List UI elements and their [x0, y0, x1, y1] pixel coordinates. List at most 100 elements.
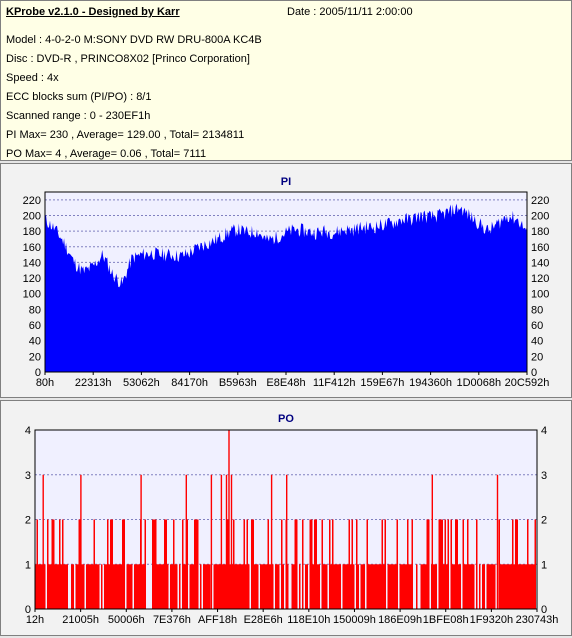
po-bar [344, 564, 346, 610]
po-bar [95, 564, 97, 610]
po-x-tick-label: E28E6h [244, 614, 283, 626]
po-bar [191, 564, 193, 610]
po-bar [251, 519, 253, 609]
po-bar [282, 564, 284, 610]
po-bar [44, 564, 46, 610]
po-bar [36, 519, 38, 609]
pi-x-tick-label: 22313h [75, 377, 112, 389]
disc-line: Disc : DVD-R , PRINCO8X02 [Princo Corpor… [6, 53, 250, 65]
po-bar [293, 564, 295, 610]
po-bar [411, 519, 413, 609]
po-bar [228, 430, 230, 609]
po-bar [164, 519, 166, 609]
pi-y-tick-left: 80 [29, 304, 41, 316]
po-x-tick-label: 7E376h [153, 614, 191, 626]
pi-y-tick-left: 120 [23, 273, 41, 285]
po-y-tick-right: 0 [541, 604, 547, 616]
po-x-tick-label: AFF18h [198, 614, 237, 626]
po-bar [275, 564, 277, 610]
pi-y-tick-right: 20 [531, 351, 543, 363]
pi-y-tick-left: 0 [35, 367, 41, 379]
po-bar [465, 564, 467, 610]
pi-x-tick-label: 159E67h [360, 377, 404, 389]
po-bar [56, 564, 58, 610]
po-bar [408, 564, 410, 610]
po-bar [425, 564, 427, 610]
po-bar [77, 564, 79, 610]
po-bar [192, 564, 194, 610]
po-bar [522, 564, 524, 610]
po-bar [171, 564, 173, 610]
po-bar [207, 564, 209, 610]
po-bar [92, 564, 94, 610]
po-bar [48, 564, 50, 610]
po-y-tick-right: 2 [541, 515, 547, 527]
po-bar [41, 564, 43, 610]
po-bar [248, 564, 250, 610]
po-bar [405, 564, 407, 610]
pi-y-tick-left: 180 [23, 226, 41, 238]
po-bar [141, 564, 143, 610]
po-bar [396, 519, 398, 609]
po-bar [479, 564, 481, 610]
po-bar [399, 564, 401, 610]
po-bar [230, 474, 233, 610]
po-bar [90, 564, 92, 610]
pi-y-tick-left: 100 [23, 289, 41, 301]
app-title: KProbe v2.1.0 - Designed by Karr [6, 6, 180, 18]
pi-x-tick-label: 194360h [409, 377, 452, 389]
po-bar [378, 564, 380, 610]
po-bar [471, 564, 473, 610]
po-bar [464, 564, 466, 610]
po-bar [66, 564, 68, 610]
po-bar [170, 564, 172, 610]
po-bar [236, 564, 238, 610]
pi-y-tick-left: 220 [23, 195, 41, 207]
po-y-tick-right: 1 [541, 559, 547, 571]
po-bar [387, 564, 389, 610]
po-bar [167, 564, 169, 610]
po-bar [113, 564, 115, 610]
po-bar [468, 564, 470, 610]
po-bar [345, 564, 347, 610]
po-bar [140, 474, 142, 610]
pi-x-tick-label: 80h [36, 377, 54, 389]
po-bar [473, 564, 475, 610]
po-bar [384, 519, 386, 609]
po-bar [174, 564, 176, 610]
po-bar [165, 519, 167, 609]
po-bar [269, 564, 271, 610]
po-bar [218, 564, 220, 610]
po-bar [39, 564, 41, 610]
po-bar [519, 564, 521, 610]
po-bar [42, 474, 44, 610]
po-bar [534, 519, 536, 609]
pi-y-tick-right: 60 [531, 320, 543, 332]
po-bar [524, 564, 526, 610]
po-bar [462, 519, 464, 609]
po-bar [143, 564, 145, 610]
po-bar [531, 564, 533, 610]
model-line: Model : 4-0-2-0 M:SONY DVD RW DRU-800A K… [6, 34, 262, 46]
po-bar [525, 564, 527, 610]
po-bar [456, 519, 458, 609]
po-bar [389, 564, 391, 610]
po-y-tick-left: 0 [25, 604, 31, 616]
pi-x-tick-label: 1D0068h [456, 377, 501, 389]
pi-y-tick-left: 160 [23, 242, 41, 254]
po-bar [410, 564, 412, 610]
po-bar [318, 564, 320, 610]
po-bar [200, 564, 202, 610]
po-bar [492, 564, 494, 610]
pi-x-tick-label: 11F412h [313, 377, 356, 389]
po-x-tick-label: 150009h [333, 614, 376, 626]
po-bar [506, 564, 508, 610]
po-bar [75, 564, 77, 610]
speed-line: Speed : 4x [6, 72, 59, 84]
po-bar [393, 564, 395, 610]
po-bar [50, 564, 52, 610]
po-bar [83, 564, 85, 610]
po-bar [533, 564, 535, 610]
po-bar [60, 564, 62, 610]
po-bar [342, 564, 344, 610]
